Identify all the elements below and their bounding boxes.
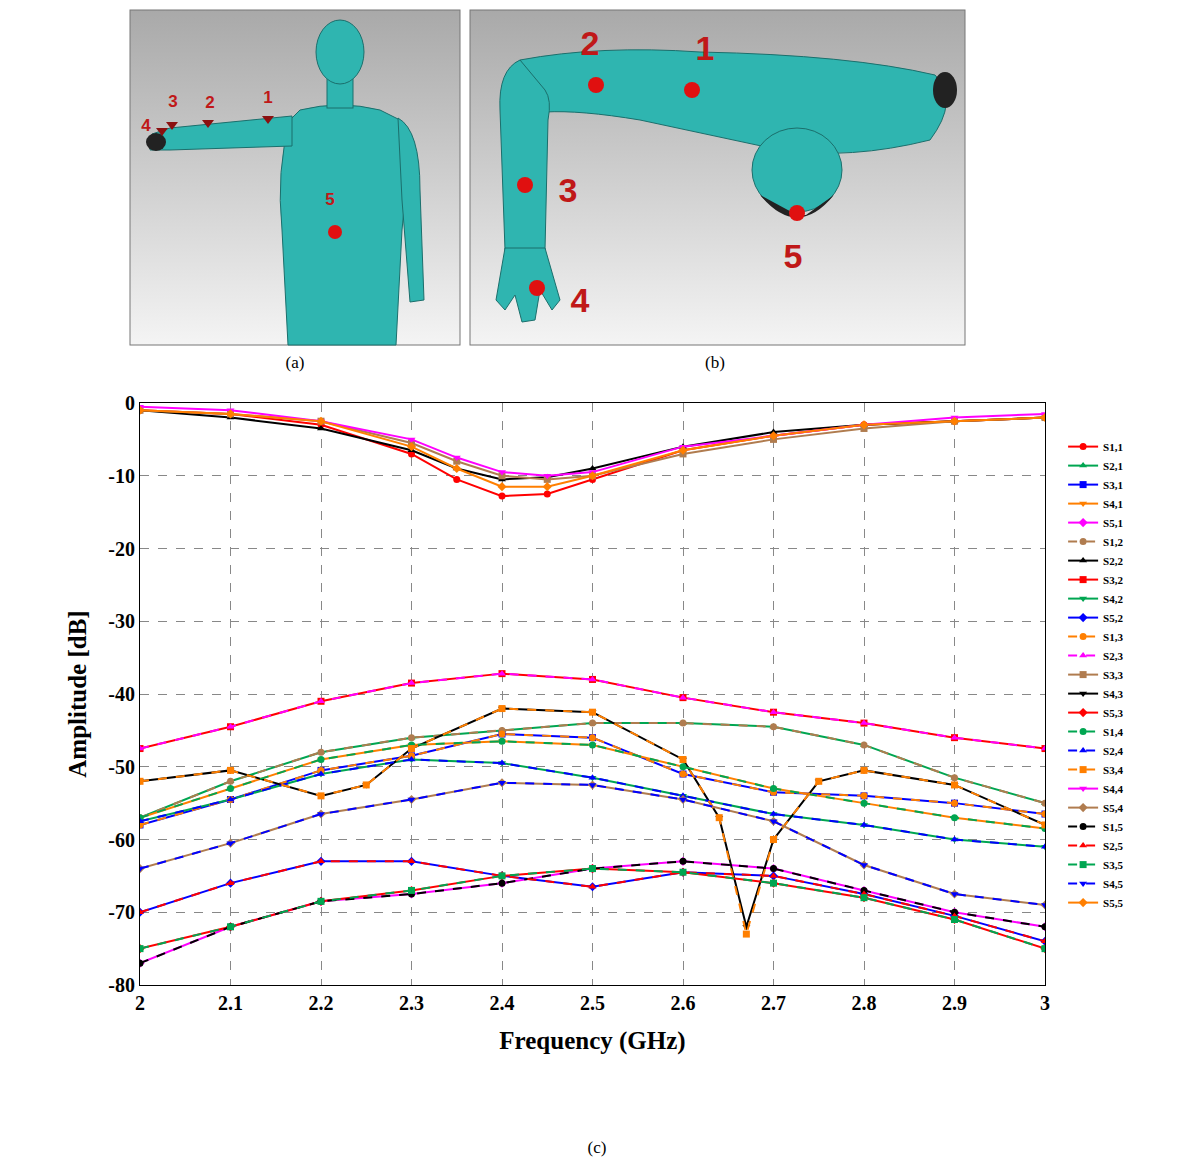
svg-text:2: 2: [135, 992, 145, 1014]
svg-text:S3,1: S3,1: [1103, 479, 1123, 491]
svg-text:S1,5: S1,5: [1103, 821, 1123, 833]
svg-text:3: 3: [168, 92, 177, 111]
svg-text:2.1: 2.1: [218, 992, 243, 1014]
svg-text:S1,1: S1,1: [1103, 441, 1123, 453]
svg-text:S2,4: S2,4: [1103, 745, 1123, 757]
svg-text:2.7: 2.7: [761, 992, 786, 1014]
svg-text:3: 3: [559, 171, 578, 209]
svg-text:S3,3: S3,3: [1103, 669, 1123, 681]
svg-text:2.8: 2.8: [852, 992, 877, 1014]
svg-text:-20: -20: [108, 538, 135, 560]
svg-text:S4,5: S4,5: [1103, 878, 1123, 890]
svg-text:(b): (b): [705, 353, 725, 372]
svg-text:2.9: 2.9: [942, 992, 967, 1014]
svg-text:2.2: 2.2: [309, 992, 334, 1014]
svg-text:-80: -80: [108, 974, 135, 996]
svg-text:S1,2: S1,2: [1103, 536, 1123, 548]
svg-text:S3,5: S3,5: [1103, 859, 1123, 871]
svg-text:S5,4: S5,4: [1103, 802, 1123, 814]
svg-text:(a): (a): [286, 353, 305, 372]
svg-text:2: 2: [581, 24, 600, 62]
svg-text:-30: -30: [108, 610, 135, 632]
svg-text:S1,3: S1,3: [1103, 631, 1123, 643]
svg-text:-60: -60: [108, 829, 135, 851]
svg-text:3: 3: [1040, 992, 1050, 1014]
svg-text:-40: -40: [108, 683, 135, 705]
svg-text:S5,5: S5,5: [1103, 897, 1123, 909]
svg-text:S3,4: S3,4: [1103, 764, 1123, 776]
svg-text:-10: -10: [108, 465, 135, 487]
svg-text:S4,2: S4,2: [1103, 593, 1123, 605]
svg-text:4: 4: [571, 281, 590, 319]
svg-text:S3,2: S3,2: [1103, 574, 1123, 586]
svg-text:2.3: 2.3: [399, 992, 424, 1014]
svg-text:Amplitude [dB]: Amplitude [dB]: [64, 610, 91, 777]
svg-text:S1,4: S1,4: [1103, 726, 1123, 738]
svg-text:-70: -70: [108, 901, 135, 923]
svg-text:2: 2: [205, 93, 214, 112]
svg-text:5: 5: [784, 237, 803, 275]
svg-text:S2,1: S2,1: [1103, 460, 1123, 472]
svg-text:S2,2: S2,2: [1103, 555, 1123, 567]
svg-text:-50: -50: [108, 756, 135, 778]
svg-text:5: 5: [325, 190, 334, 209]
svg-text:S4,4: S4,4: [1103, 783, 1123, 795]
svg-text:2.5: 2.5: [580, 992, 605, 1014]
svg-text:S5,3: S5,3: [1103, 707, 1123, 719]
svg-text:S4,1: S4,1: [1103, 498, 1123, 510]
svg-text:2.6: 2.6: [671, 992, 696, 1014]
svg-text:0: 0: [125, 392, 135, 414]
svg-text:S2,3: S2,3: [1103, 650, 1123, 662]
svg-text:S5,2: S5,2: [1103, 612, 1123, 624]
svg-text:S5,1: S5,1: [1103, 517, 1123, 529]
svg-text:S4,3: S4,3: [1103, 688, 1123, 700]
svg-text:1: 1: [263, 88, 272, 107]
svg-text:2.4: 2.4: [490, 992, 515, 1014]
svg-text:1: 1: [696, 29, 715, 67]
svg-text:4: 4: [141, 116, 151, 135]
svg-text:Frequency (GHz): Frequency (GHz): [499, 1027, 685, 1055]
svg-text:S2,5: S2,5: [1103, 840, 1123, 852]
html-text:(c): (c): [587, 1138, 607, 1157]
